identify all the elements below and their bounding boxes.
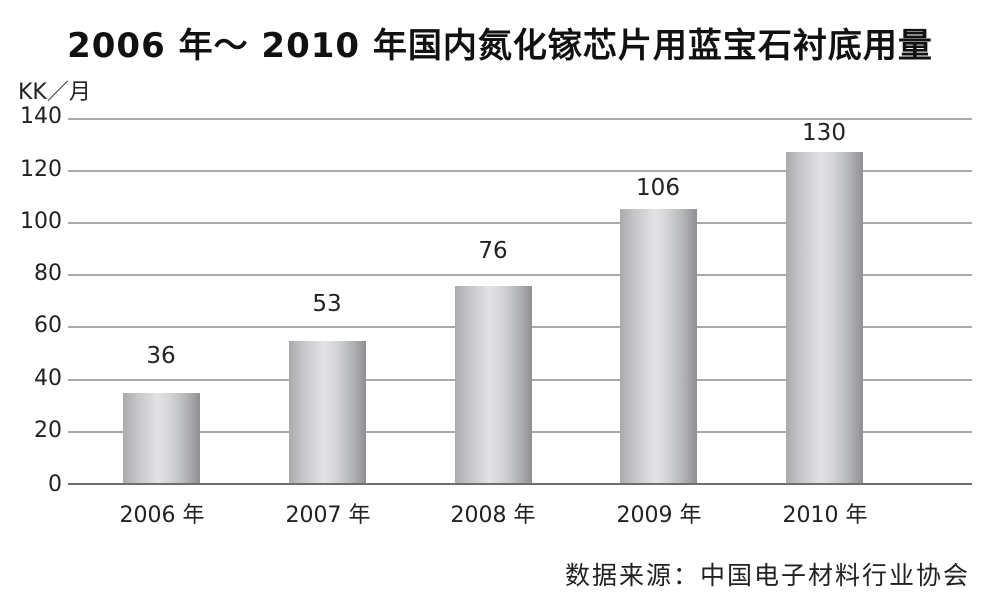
x-label-2006: 2006 年 [119,503,205,528]
gridline-120 [68,170,972,172]
x-label-2009: 2009 年 [616,503,702,528]
bar-2006 [123,393,200,484]
value-label-2009: 106 [636,175,680,201]
value-label-2006: 36 [146,343,176,369]
value-label-2008: 76 [478,238,508,264]
y-tick-0: 0 [48,472,62,497]
data-source-note: 数据来源：中国电子材料行业协会 [564,561,970,590]
bar-2007 [289,341,366,484]
value-label-2007: 53 [312,291,342,317]
bar-2008 [455,286,532,484]
gridline-100 [68,222,972,224]
gridline-140 [68,118,972,120]
x-label-2007: 2007 年 [285,503,371,528]
gridline-80 [68,274,972,276]
chart-title: 2006 年～ 2010 年国内氮化镓芯片用蓝宝石衬底用量 [67,26,933,66]
y-tick-80: 80 [34,261,62,286]
bar-2009 [620,209,697,484]
y-axis-unit-label: KK／月 [18,80,91,105]
y-tick-60: 60 [34,313,62,338]
y-tick-100: 100 [20,209,62,234]
bar-2010 [786,152,863,484]
x-label-2010: 2010 年 [782,503,868,528]
y-tick-120: 120 [20,157,62,182]
y-tick-20: 20 [34,418,62,443]
x-label-2008: 2008 年 [450,503,536,528]
y-tick-140: 140 [20,104,62,129]
y-tick-40: 40 [34,366,62,391]
value-label-2010: 130 [802,120,846,146]
x-axis-baseline [68,483,972,485]
